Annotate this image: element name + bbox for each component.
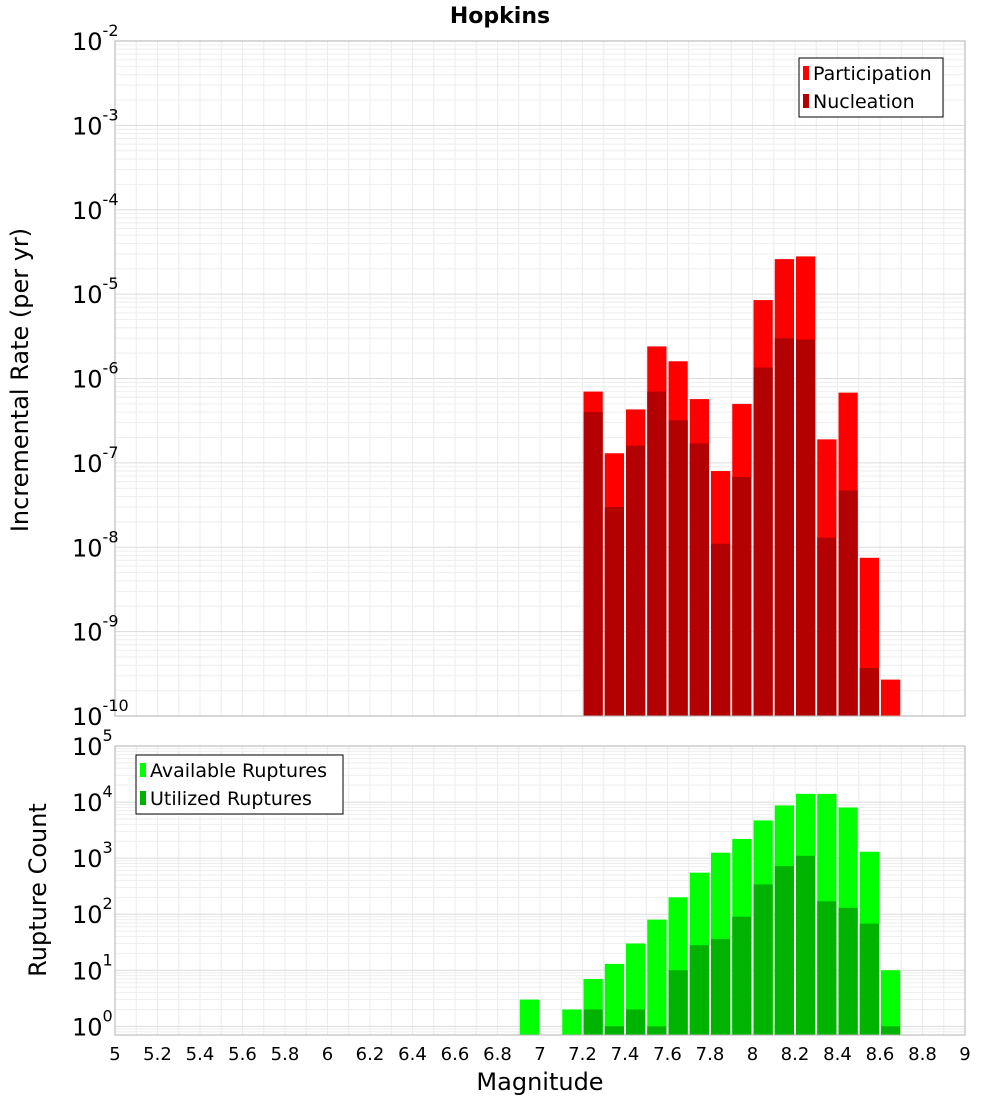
x-tick-label: 8 (747, 1044, 758, 1065)
rate-bars (583, 256, 901, 716)
x-tick-label: 7.2 (568, 1044, 597, 1065)
legend-swatch-participation (803, 66, 809, 80)
rate-y-tick-label: 10-2 (72, 21, 119, 56)
bar-utilized (604, 1026, 624, 1035)
x-tick-label: 6 (322, 1044, 333, 1065)
x-tick-label: 6.4 (398, 1044, 427, 1065)
bar-available (604, 963, 624, 1035)
rate-y-tick-label: 10-4 (72, 190, 119, 225)
rate-plot-frame (114, 40, 966, 717)
bar-nucleation (859, 668, 879, 716)
x-tick-label: 7.4 (611, 1044, 640, 1065)
rate-legend: Participation Nucleation (798, 57, 944, 118)
bar-utilized (647, 1026, 667, 1035)
bar-utilized (626, 1009, 646, 1035)
bar-utilized (859, 923, 879, 1035)
rate-y-tick-label: 10-3 (72, 105, 119, 140)
x-tick-label: 7.6 (653, 1044, 682, 1065)
chart-title: Hopkins (450, 4, 550, 29)
rate-y-ticks: 10-2 10-3 10-4 10-5 10-6 10-7 10-8 10-9 10-10 (72, 21, 129, 731)
x-tick-label: 7 (534, 1044, 545, 1065)
count-y-tick-label: 101 (72, 950, 113, 985)
rate-y-tick-label: 10-6 (72, 359, 119, 394)
x-tick-label: 6.8 (483, 1044, 512, 1065)
rate-y-tick-label: 10-9 (72, 612, 119, 647)
legend-swatch-utilized (140, 791, 146, 805)
bar-available (562, 1009, 582, 1035)
bar-nucleation (689, 443, 709, 716)
count-y-tick-label: 100 (72, 1006, 113, 1041)
bar-utilized (817, 901, 837, 1035)
x-tick-label: 5.2 (143, 1044, 172, 1065)
legend-label-nucleation: Nucleation (813, 91, 915, 113)
rate-panel: 10-2 10-3 10-4 10-5 10-6 10-7 10-8 10-9 10-10 In… (6, 21, 966, 731)
bar-utilized (668, 970, 688, 1035)
x-tick-label: 7.8 (696, 1044, 725, 1065)
count-y-tick-label: 103 (72, 838, 113, 873)
bar-nucleation (647, 391, 667, 716)
count-y-tick-label: 104 (72, 782, 113, 817)
count-legend: Available Ruptures Utilized Ruptures (135, 754, 344, 815)
bar-utilized (774, 866, 794, 1035)
x-axis-label: Magnitude (476, 1068, 603, 1096)
bar-nucleation (626, 445, 646, 716)
x-tick-label: 8.6 (866, 1044, 895, 1065)
bar-nucleation (774, 338, 794, 716)
bar-nucleation (668, 420, 688, 716)
legend-swatch-available (140, 763, 146, 777)
bar-available (881, 970, 901, 1035)
x-tick-label: 6.6 (441, 1044, 470, 1065)
bar-utilized (732, 916, 752, 1035)
bar-utilized (711, 939, 731, 1035)
rate-y-tick-label: 10-8 (72, 527, 119, 562)
legend-label-utilized: Utilized Ruptures (150, 788, 312, 810)
rate-y-tick-label: 10-7 (72, 443, 119, 478)
bar-nucleation (583, 412, 603, 716)
bar-nucleation (604, 506, 624, 716)
rate-y-tick-label: 10-10 (72, 696, 129, 731)
count-plot-frame (114, 745, 966, 1036)
count-y-ticks: 105 104 103 102 101 100 (72, 726, 113, 1041)
x-tick-label: 5.4 (186, 1044, 215, 1065)
x-tick-label: 5 (109, 1044, 120, 1065)
bar-nucleation (838, 490, 858, 716)
bar-nucleation (732, 477, 752, 716)
x-ticks: 5 5.2 5.4 5.6 5.8 6 6.2 6.4 6.6 6.8 7 7.2 7.4 7.6 7.8 8… (109, 1044, 970, 1065)
count-y-tick-label: 105 (72, 726, 113, 761)
bar-utilized (753, 884, 773, 1035)
x-tick-label: 5.8 (271, 1044, 300, 1065)
x-tick-label: 8.4 (823, 1044, 852, 1065)
bar-nucleation (796, 339, 816, 716)
bar-nucleation (817, 537, 837, 716)
legend-label-participation: Participation (813, 63, 932, 85)
bar-utilized (838, 907, 858, 1035)
x-tick-label: 9 (959, 1044, 970, 1065)
bar-available (647, 919, 667, 1035)
bar-nucleation (711, 543, 731, 716)
count-y-tick-label: 102 (72, 894, 113, 929)
x-tick-label: 6.2 (356, 1044, 385, 1065)
count-bars (519, 793, 901, 1035)
rate-legend-box (798, 57, 944, 118)
bar-nucleation (753, 367, 773, 716)
bar-available (519, 999, 539, 1035)
rate-y-axis-label: Incremental Rate (per yr) (6, 228, 34, 532)
count-y-axis-label: Rupture Count (24, 803, 52, 977)
rate-y-tick-label: 10-5 (72, 274, 119, 309)
x-tick-label: 8.2 (781, 1044, 810, 1065)
bar-utilized (881, 1026, 901, 1035)
count-panel: 105 104 103 102 101 100 Rupture Count Availab… (24, 726, 971, 1096)
x-tick-label: 5.6 (228, 1044, 257, 1065)
bar-utilized (689, 945, 709, 1035)
bar-utilized (796, 855, 816, 1035)
bar-utilized (583, 1009, 603, 1035)
rate-grid (114, 41, 966, 717)
bar-participation (881, 679, 901, 716)
legend-label-available: Available Ruptures (150, 760, 327, 782)
x-tick-label: 8.8 (908, 1044, 937, 1065)
legend-swatch-nucleation (803, 94, 809, 108)
count-legend-box (135, 754, 344, 815)
